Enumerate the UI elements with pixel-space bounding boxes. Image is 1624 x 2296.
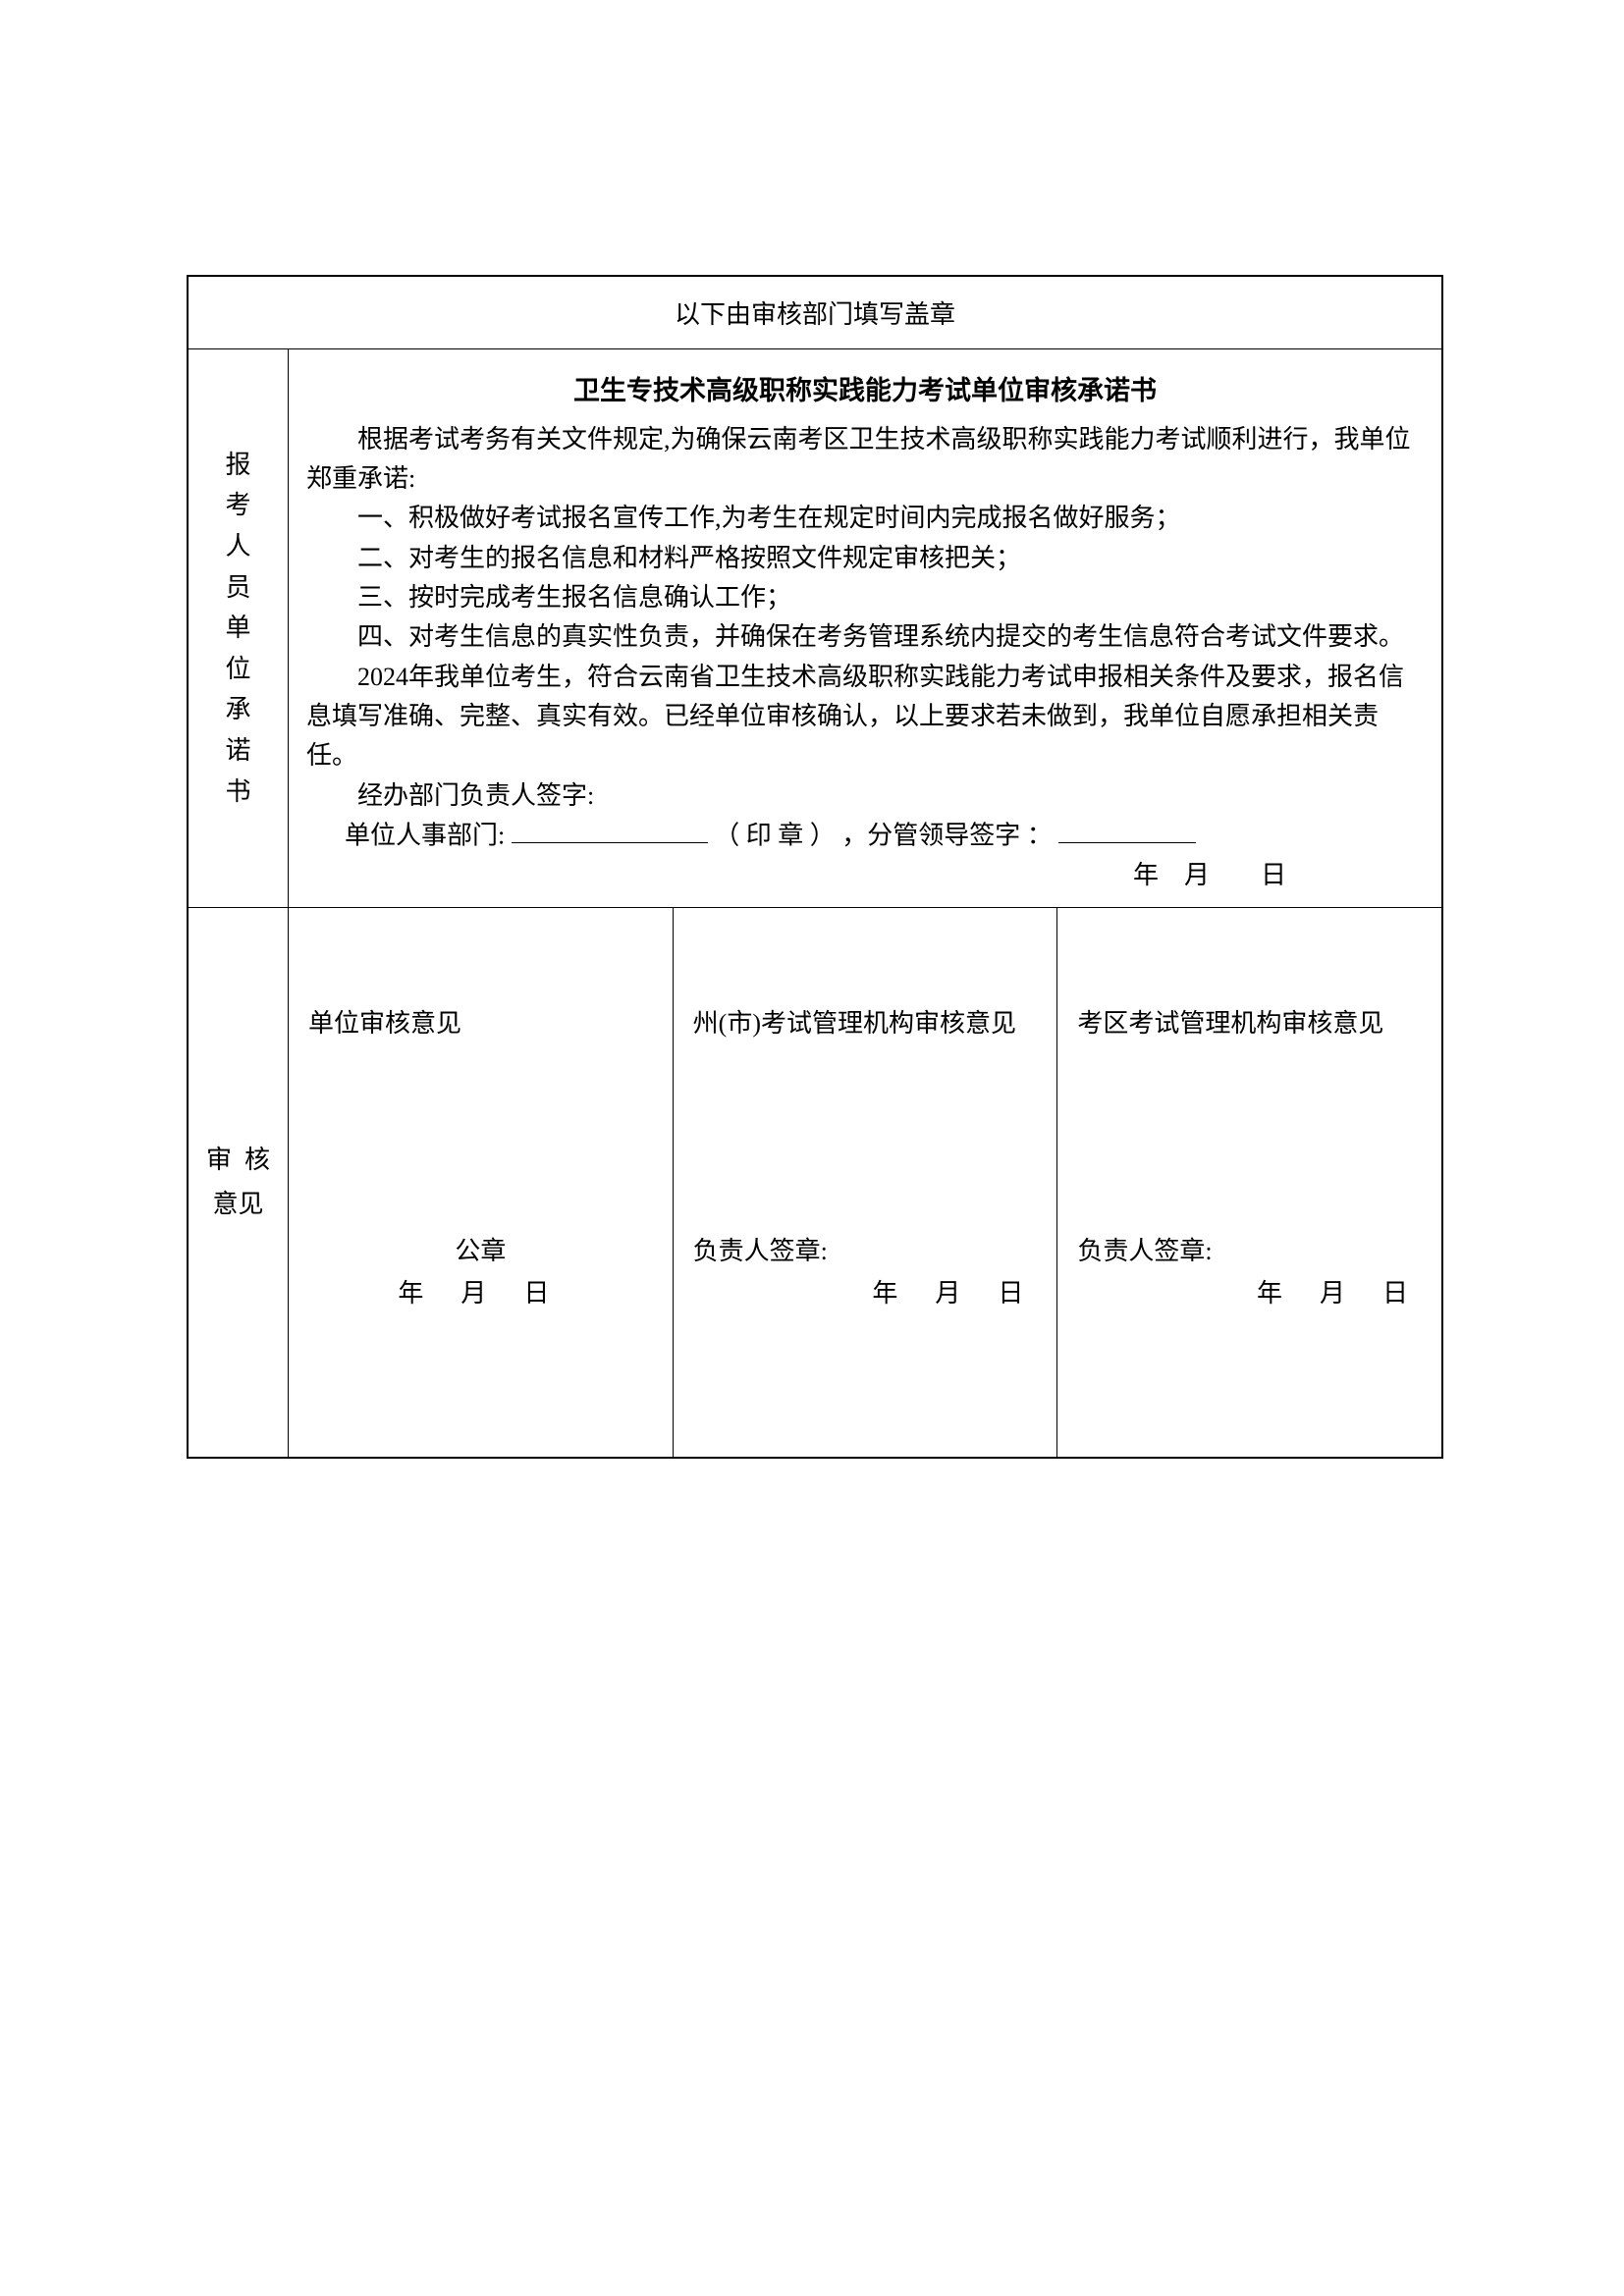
review-col-1-title: 单位审核意见 xyxy=(308,1006,653,1041)
pledge-closing: 2024年我单位考生，符合云南省卫生技术高级职称实践能力考试申报相关条件及要求，… xyxy=(306,658,1424,776)
leader-sig-prefix: ，分管领导签字 ： xyxy=(841,821,1053,849)
review-columns: 单位审核意见 公章 年 月 日 州(市)考试管理机构审核意见 负责人签章: 年 … xyxy=(289,908,1441,1457)
pledge-content: 卫生专技术高级职称实践能力考试单位审核承诺书 根据考试考务有关文件规定,为确保云… xyxy=(289,349,1442,908)
review-col-district: 考区考试管理机构审核意见 负责人签章: 年 月 日 xyxy=(1057,908,1441,1457)
review-col-unit: 单位审核意见 公章 年 月 日 xyxy=(289,908,674,1457)
form-table: 以下由审核部门填写盖章 报考人员单位承诺书 卫生专技术高级职称实践能力考试单位审… xyxy=(187,275,1443,1459)
review-col-city: 州(市)考试管理机构审核意见 负责人签章: 年 月 日 xyxy=(674,908,1058,1457)
header-title: 以下由审核部门填写盖章 xyxy=(188,276,1442,349)
handler-signature-line: 经办部门负责人签字: xyxy=(306,776,1424,816)
review-col-1-footer: 公章 年 月 日 xyxy=(308,1231,653,1309)
review-col-3-title: 考区考试管理机构审核意见 xyxy=(1077,1006,1422,1041)
pledge-body: 根据考试考务有关文件规定,为确保云南考区卫生技术高级职称实践能力考试顺利进行，我… xyxy=(306,420,1424,895)
review-col-1-date: 年 月 日 xyxy=(308,1273,653,1309)
pledge-item-1: 一、积极做好考试报名宣传工作,为考生在规定时间内完成报名做好服务； xyxy=(306,499,1424,538)
leader-sig-blank[interactable] xyxy=(1058,816,1196,844)
hr-dept-prefix: 单位人事部门: xyxy=(345,821,505,849)
pledge-date: 年 月 日 xyxy=(306,856,1424,895)
document-container: 以下由审核部门填写盖章 报考人员单位承诺书 卫生专技术高级职称实践能力考试单位审… xyxy=(187,275,1443,1459)
pledge-title: 卫生专技术高级职称实践能力考试单位审核承诺书 xyxy=(306,371,1424,412)
pledge-item-4: 四、对考生信息的真实性负责，并确保在考务管理系统内提交的考生信息符合考试文件要求… xyxy=(306,617,1424,657)
review-col-3-date: 年 月 日 xyxy=(1077,1273,1422,1309)
review-col-3-footer: 负责人签章: 年 月 日 xyxy=(1077,1231,1422,1309)
hr-dept-line: 单位人事部门: （ 印 章 ） ，分管领导签字 ： xyxy=(306,816,1424,856)
pledge-intro: 根据考试考务有关文件规定,为确保云南考区卫生技术高级职称实践能力考试顺利进行，我… xyxy=(306,420,1424,500)
review-col-2-title: 州(市)考试管理机构审核意见 xyxy=(693,1006,1038,1041)
header-row: 以下由审核部门填写盖章 xyxy=(188,276,1442,349)
review-content: 单位审核意见 公章 年 月 日 州(市)考试管理机构审核意见 负责人签章: 年 … xyxy=(289,908,1442,1458)
review-col-2-sig: 负责人签章: xyxy=(693,1231,1038,1267)
review-col-3-sig: 负责人签章: xyxy=(1077,1231,1422,1267)
pledge-item-3: 三、按时完成考生报名信息确认工作； xyxy=(306,578,1424,617)
stamp-label: （ 印 章 ） xyxy=(714,821,836,849)
pledge-side-label: 报考人员单位承诺书 xyxy=(188,349,289,908)
review-side-label: 审 核意见 xyxy=(188,908,289,1458)
review-col-2-date: 年 月 日 xyxy=(693,1273,1038,1309)
review-row: 审 核意见 单位审核意见 公章 年 月 日 州(市)考试管理机构审核意见 xyxy=(188,908,1442,1458)
review-col-2-footer: 负责人签章: 年 月 日 xyxy=(693,1231,1038,1309)
pledge-row: 报考人员单位承诺书 卫生专技术高级职称实践能力考试单位审核承诺书 根据考试考务有… xyxy=(188,349,1442,908)
review-col-1-stamp: 公章 xyxy=(308,1231,653,1267)
pledge-item-2: 二、对考生的报名信息和材料严格按照文件规定审核把关； xyxy=(306,539,1424,578)
hr-dept-blank[interactable] xyxy=(512,816,708,844)
